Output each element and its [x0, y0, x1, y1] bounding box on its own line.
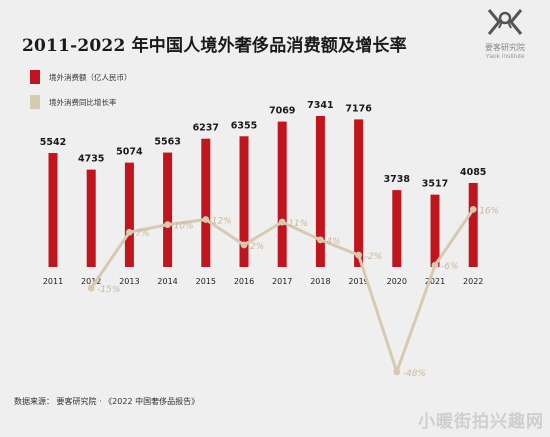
- logo-name: 要客研究院: [485, 43, 525, 52]
- bar-2020: [392, 190, 402, 267]
- x-tick-2011: 2011: [43, 277, 63, 286]
- legend-item-bar: 境外消费额（亿人民币）: [30, 70, 132, 84]
- x-tick-2015: 2015: [196, 277, 216, 286]
- bar-2015: [201, 138, 211, 267]
- legend-label-line: 境外消费同比增长率: [49, 97, 117, 107]
- legend-label-bar: 境外消费额（亿人民币）: [49, 72, 132, 82]
- bar-2011: [48, 153, 58, 267]
- growth-label-2016: 2%: [250, 242, 264, 252]
- data-source: 数据来源： 要客研究院 · 《2022 中国奢侈品报告》: [14, 397, 200, 406]
- bar-label-2015: 6237: [193, 123, 219, 134]
- x-tick-2022: 2022: [463, 277, 483, 286]
- bar-label-2018: 7341: [307, 100, 333, 111]
- bar-2013: [124, 162, 134, 267]
- bar-2012: [86, 169, 96, 267]
- bar-label-2014: 5563: [154, 137, 180, 148]
- x-tick-2014: 2014: [157, 277, 177, 286]
- logo-en: Yaok Institute: [485, 53, 525, 60]
- bar-2016: [239, 136, 249, 267]
- bar-label-2011: 5542: [40, 137, 66, 148]
- watermark: 小暖街拍兴趣网: [418, 412, 544, 432]
- growth-point-2021: [431, 261, 439, 269]
- bar-2017: [277, 121, 287, 267]
- legend-item-line: 境外消费同比增长率: [30, 95, 132, 109]
- bar-label-2016: 6355: [231, 120, 257, 131]
- growth-label-2021: -6%: [441, 262, 459, 272]
- x-tick-2021: 2021: [425, 277, 445, 286]
- bar-label-2022: 4085: [460, 167, 486, 178]
- bar-label-2020: 3738: [384, 174, 411, 185]
- brand-logo: 要客研究院 Yaok Institute: [466, 6, 544, 68]
- bar-2014: [163, 152, 173, 267]
- bar-label-2019: 7176: [345, 103, 372, 114]
- legend-swatch-line: [30, 95, 40, 109]
- growth-label-2022: 16%: [479, 206, 499, 216]
- growth-point-2016: [240, 241, 248, 249]
- growth-label-2017: 11%: [288, 219, 308, 229]
- growth-point-2018: [317, 236, 324, 244]
- growth-label-2018: 4%: [326, 237, 340, 247]
- growth-point-2013: [125, 228, 133, 236]
- legend-swatch-bar: [30, 70, 40, 84]
- x-tick-2018: 2018: [310, 277, 330, 286]
- bar-label-2021: 3517: [422, 179, 448, 190]
- bar-2018: [315, 116, 325, 267]
- growth-point-2019: [355, 251, 362, 259]
- x-tick-2013: 2013: [119, 277, 139, 286]
- growth-point-2022: [469, 205, 477, 213]
- growth-label-2013: 7%: [135, 229, 149, 239]
- chart-title: 2011-2022 年中国人境外奢侈品消费额及增长率: [22, 36, 407, 56]
- growth-label-2019: -2%: [365, 252, 383, 262]
- growth-label-2020: -48%: [403, 369, 426, 379]
- x-tick-2012: 2012: [81, 277, 101, 286]
- x-tick-2020: 2020: [387, 277, 407, 286]
- legend: 境外消费额（亿人民币） 境外消费同比增长率: [30, 70, 132, 120]
- x-tick-2016: 2016: [234, 277, 254, 286]
- x-tick-2017: 2017: [272, 277, 292, 286]
- growth-label-2014: 10%: [174, 222, 194, 232]
- growth-point-2014: [164, 221, 172, 229]
- growth-point-2012: [87, 284, 95, 292]
- growth-label-2015: 12%: [212, 217, 232, 227]
- bar-2021: [430, 194, 440, 267]
- bar-2019: [354, 119, 364, 267]
- x-tick-2019: 2019: [348, 277, 368, 286]
- bar-label-2012: 4735: [78, 154, 104, 165]
- growth-point-2015: [202, 216, 210, 223]
- logo-icon: [487, 9, 523, 35]
- bar-2022: [468, 182, 478, 267]
- bar-label-2013: 5074: [116, 147, 143, 158]
- growth-label-2012: -15%: [97, 285, 120, 295]
- growth-point-2020: [393, 368, 401, 376]
- growth-point-2017: [278, 218, 286, 226]
- bar-label-2017: 7069: [269, 106, 295, 117]
